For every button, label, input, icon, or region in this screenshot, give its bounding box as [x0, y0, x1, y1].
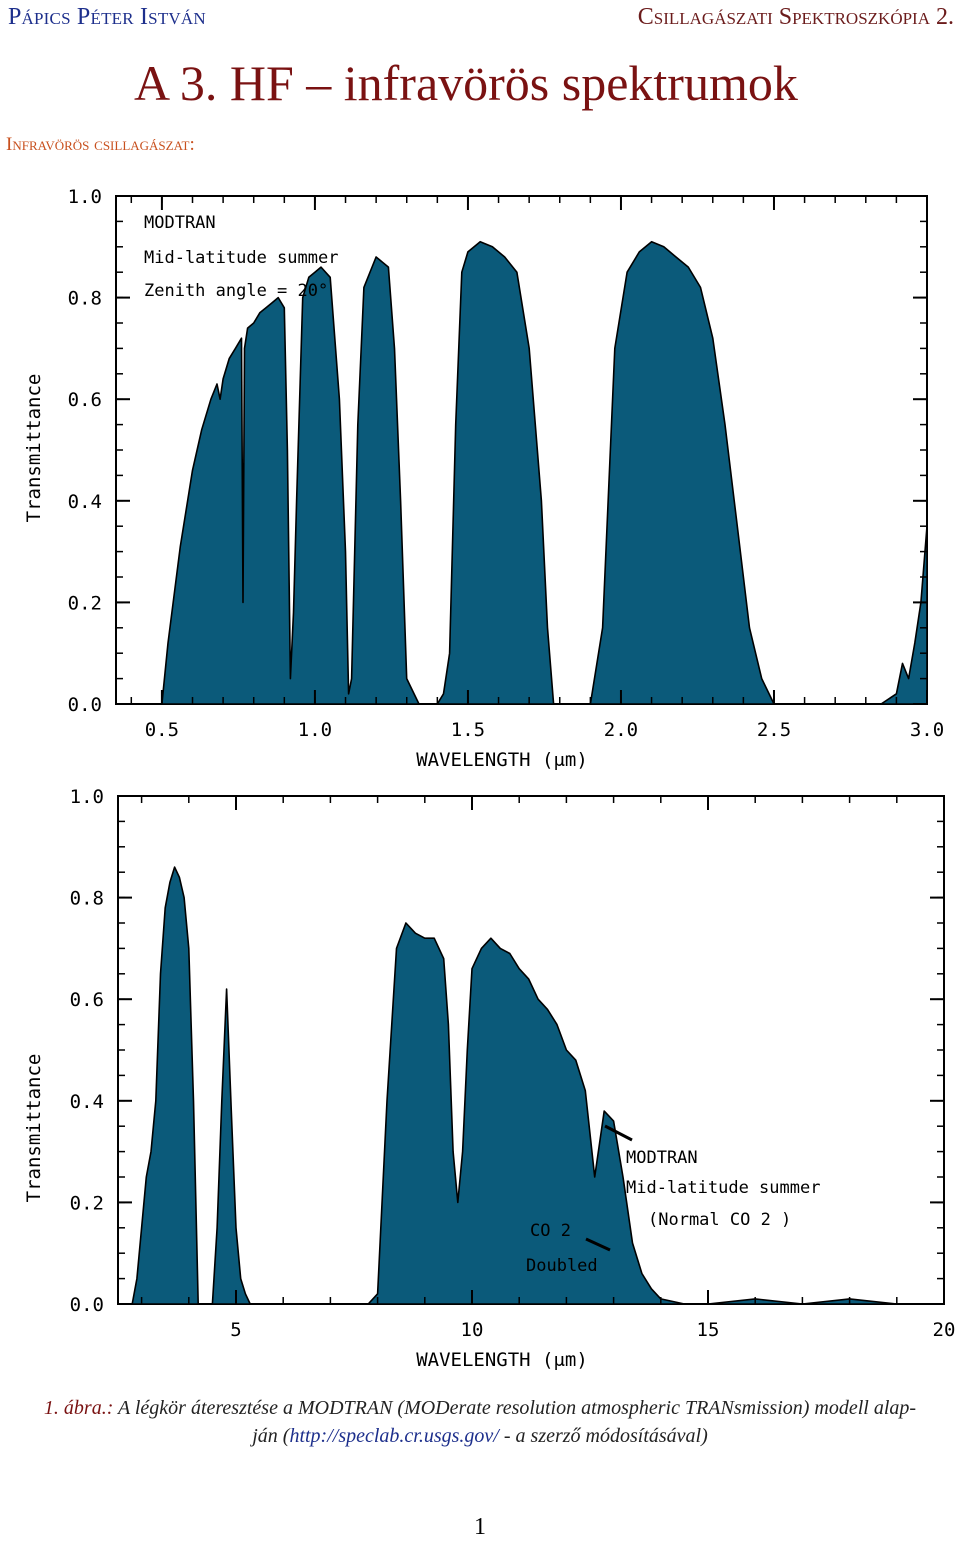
x-tick-label: 1.0	[298, 719, 332, 741]
chart-transmittance-thermal-ir: 0.0 0.2 0.4 0.6 0.8 1.0 5 10 15 20 MODTRAN Mid-la…	[23, 788, 956, 1371]
y-tick-label: 0.6	[68, 389, 102, 411]
figure-caption: 1. ábra.: A légkör áteresztése a MODTRAN…	[10, 1394, 950, 1450]
y-tick-label: 0.8	[70, 888, 104, 910]
x-tick-label: 5	[230, 1319, 241, 1341]
caption-label: 1. ábra.:	[43, 1397, 114, 1419]
x-axis-label: WAVELENGTH (μm)	[416, 1349, 588, 1371]
y-tick-label: 1.0	[70, 788, 104, 808]
header-author: Pápics Péter István	[8, 4, 206, 30]
chart-annotation: Mid-latitude summer	[144, 248, 338, 268]
x-tick-label: 3.0	[910, 719, 944, 741]
series-area	[161, 240, 928, 705]
y-axis-label: Transmittance	[23, 374, 45, 523]
header-course: Csillagászati Spektroszkópia 2.	[637, 4, 954, 30]
chart-transmittance-near-ir: 0.0 0.2 0.4 0.6 0.8 1.0 0.5 1.0 1.5 2.0 2.5 3.0 MOD…	[23, 188, 944, 771]
x-tick-label: 1.5	[451, 719, 485, 741]
caption-text: ján (	[252, 1425, 290, 1447]
caption-text: - a szerző módosításával)	[498, 1425, 708, 1447]
y-tick-label: 0.2	[68, 592, 102, 614]
y-tick-label: 0.4	[68, 491, 102, 513]
x-tick-label: 0.5	[145, 719, 179, 741]
chart-annotation: CO 2	[530, 1221, 571, 1241]
y-tick-label: 0.4	[70, 1091, 104, 1113]
y-axis-label: Transmittance	[23, 1054, 45, 1203]
y-tick-label: 0.0	[70, 1294, 104, 1316]
annotation-pointer-line	[585, 1237, 611, 1252]
chart-annotation: Mid-latitude summer	[626, 1178, 820, 1198]
series-area	[131, 866, 945, 1305]
annotation-pointer-line	[604, 1124, 633, 1142]
chart-annotation: (Normal CO 2 )	[648, 1210, 791, 1230]
x-tick-label: 20	[933, 1319, 956, 1341]
section-label: Infravörös csillagászat:	[6, 134, 195, 155]
x-tick-label: 10	[461, 1319, 484, 1341]
chart-annotation: Doubled	[526, 1256, 598, 1276]
chart-annotation: MODTRAN	[626, 1148, 698, 1168]
chart-annotation: Zenith angle = 20°	[144, 281, 328, 301]
source-link[interactable]: http://speclab.cr.usgs.gov/	[289, 1425, 499, 1447]
x-tick-label: 2.5	[757, 719, 791, 741]
y-tick-label: 1.0	[68, 188, 102, 208]
page-title: A 3. HF – infravörös spektrumok	[134, 55, 798, 111]
page-number: 1	[474, 1514, 486, 1540]
x-tick-label: 2.0	[604, 719, 638, 741]
y-tick-label: 0.0	[68, 694, 102, 716]
x-axis-label: WAVELENGTH (μm)	[416, 749, 588, 771]
y-tick-label: 0.2	[70, 1192, 104, 1214]
x-tick-label: 15	[697, 1319, 720, 1341]
caption-text: A légkör áteresztése a MODTRAN (MODerate…	[118, 1397, 917, 1419]
y-tick-label: 0.8	[68, 288, 102, 310]
chart-annotation: MODTRAN	[144, 213, 216, 233]
y-tick-label: 0.6	[70, 989, 104, 1011]
